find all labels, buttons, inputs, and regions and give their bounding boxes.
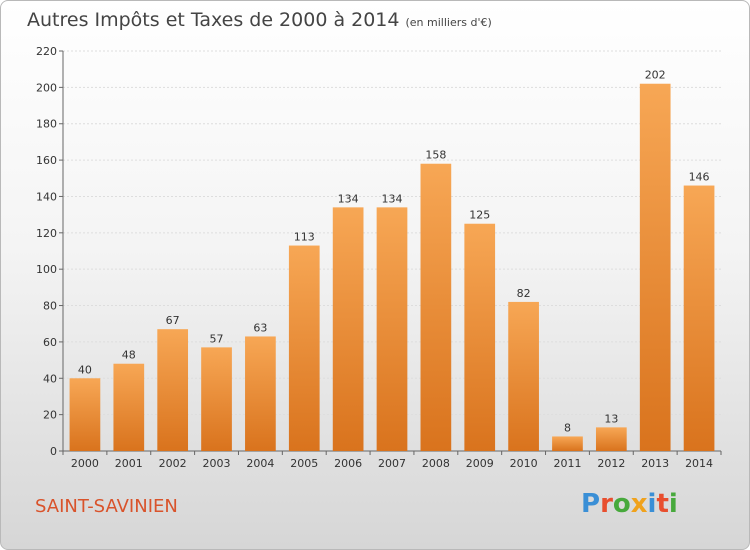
data-label: 48 — [122, 349, 136, 362]
data-label: 63 — [253, 321, 267, 334]
data-label: 202 — [645, 69, 666, 82]
x-tick-label: 2010 — [510, 457, 538, 470]
data-label: 40 — [78, 363, 92, 376]
x-tick-label: 2008 — [422, 457, 450, 470]
chart-unit: (en milliers d'€) — [405, 16, 492, 29]
y-tick-label: 140 — [36, 190, 57, 203]
data-label: 13 — [604, 412, 618, 425]
y-tick-label: 80 — [43, 300, 57, 313]
y-tick-label: 220 — [36, 45, 57, 58]
bar — [420, 163, 452, 451]
x-tick-label: 2009 — [466, 457, 494, 470]
data-label: 125 — [469, 209, 490, 222]
x-tick-label: 2003 — [203, 457, 231, 470]
bar — [201, 347, 232, 451]
bar — [332, 207, 364, 451]
x-tick-label: 2001 — [115, 457, 143, 470]
chart-title: Autres Impôts et Taxes de 2000 à 2014 (en… — [27, 9, 492, 31]
x-tick-label: 2000 — [71, 457, 99, 470]
x-tick-label: 2002 — [159, 457, 187, 470]
bar — [288, 245, 320, 451]
data-label: 134 — [382, 192, 403, 205]
bar — [595, 427, 627, 451]
y-tick-label: 120 — [36, 227, 57, 240]
logo-letter: i — [647, 489, 657, 519]
y-tick-label: 180 — [36, 118, 57, 131]
bar — [69, 378, 101, 451]
logo-letter: t — [656, 489, 669, 519]
x-tick-label: 2011 — [553, 457, 581, 470]
x-tick-label: 2013 — [641, 457, 669, 470]
x-tick-label: 2012 — [597, 457, 625, 470]
bar — [552, 436, 583, 451]
x-tick-label: 2005 — [290, 457, 318, 470]
logo-letter: i — [668, 489, 678, 519]
data-label: 57 — [210, 332, 224, 345]
bar — [508, 301, 539, 451]
y-tick-label: 160 — [36, 154, 57, 167]
x-tick-label: 2004 — [246, 457, 274, 470]
bar — [639, 83, 671, 452]
bar — [245, 336, 276, 451]
y-tick-label: 0 — [50, 445, 57, 458]
data-label: 8 — [564, 421, 571, 434]
data-label: 134 — [338, 192, 359, 205]
data-label: 82 — [517, 287, 531, 300]
logo-letter: r — [600, 489, 613, 519]
bar — [376, 207, 408, 451]
data-label: 146 — [689, 171, 710, 184]
logo-letter: P — [581, 489, 601, 519]
x-tick-label: 2006 — [334, 457, 362, 470]
y-tick-label: 40 — [43, 372, 57, 385]
commune-name: SAINT-SAVINIEN — [35, 496, 178, 517]
logo-letter: o — [612, 489, 631, 519]
y-tick-label: 20 — [43, 409, 57, 422]
data-label: 113 — [294, 231, 315, 244]
bars — [69, 83, 715, 452]
y-tick-label: 60 — [43, 336, 57, 349]
bar — [113, 363, 145, 451]
y-tick-labels: 0 20 40 60 80 100 120 140 160 180 200 220 — [36, 45, 57, 458]
x-tick-label: 2007 — [378, 457, 406, 470]
logo-letter: x — [630, 489, 648, 519]
y-tick-label: 200 — [36, 81, 57, 94]
x-tick-labels: 2000 2001 2002 2003 2004 2005 2006 2007 2008 2009… — [71, 457, 713, 470]
data-label: 67 — [166, 314, 180, 327]
bar — [157, 329, 189, 451]
y-tick-label: 100 — [36, 263, 57, 276]
bar — [464, 223, 496, 451]
bar — [683, 185, 715, 451]
proxiti-logo: Proxiti — [581, 489, 678, 519]
x-tick-label: 2014 — [685, 457, 713, 470]
chart-title-text: Autres Impôts et Taxes de 2000 à 2014 — [27, 9, 400, 31]
data-label: 158 — [425, 149, 446, 162]
data-labels: 40 48 67 57 63 113 134 134 158 125 82 8 13 202 146 — [78, 69, 710, 435]
